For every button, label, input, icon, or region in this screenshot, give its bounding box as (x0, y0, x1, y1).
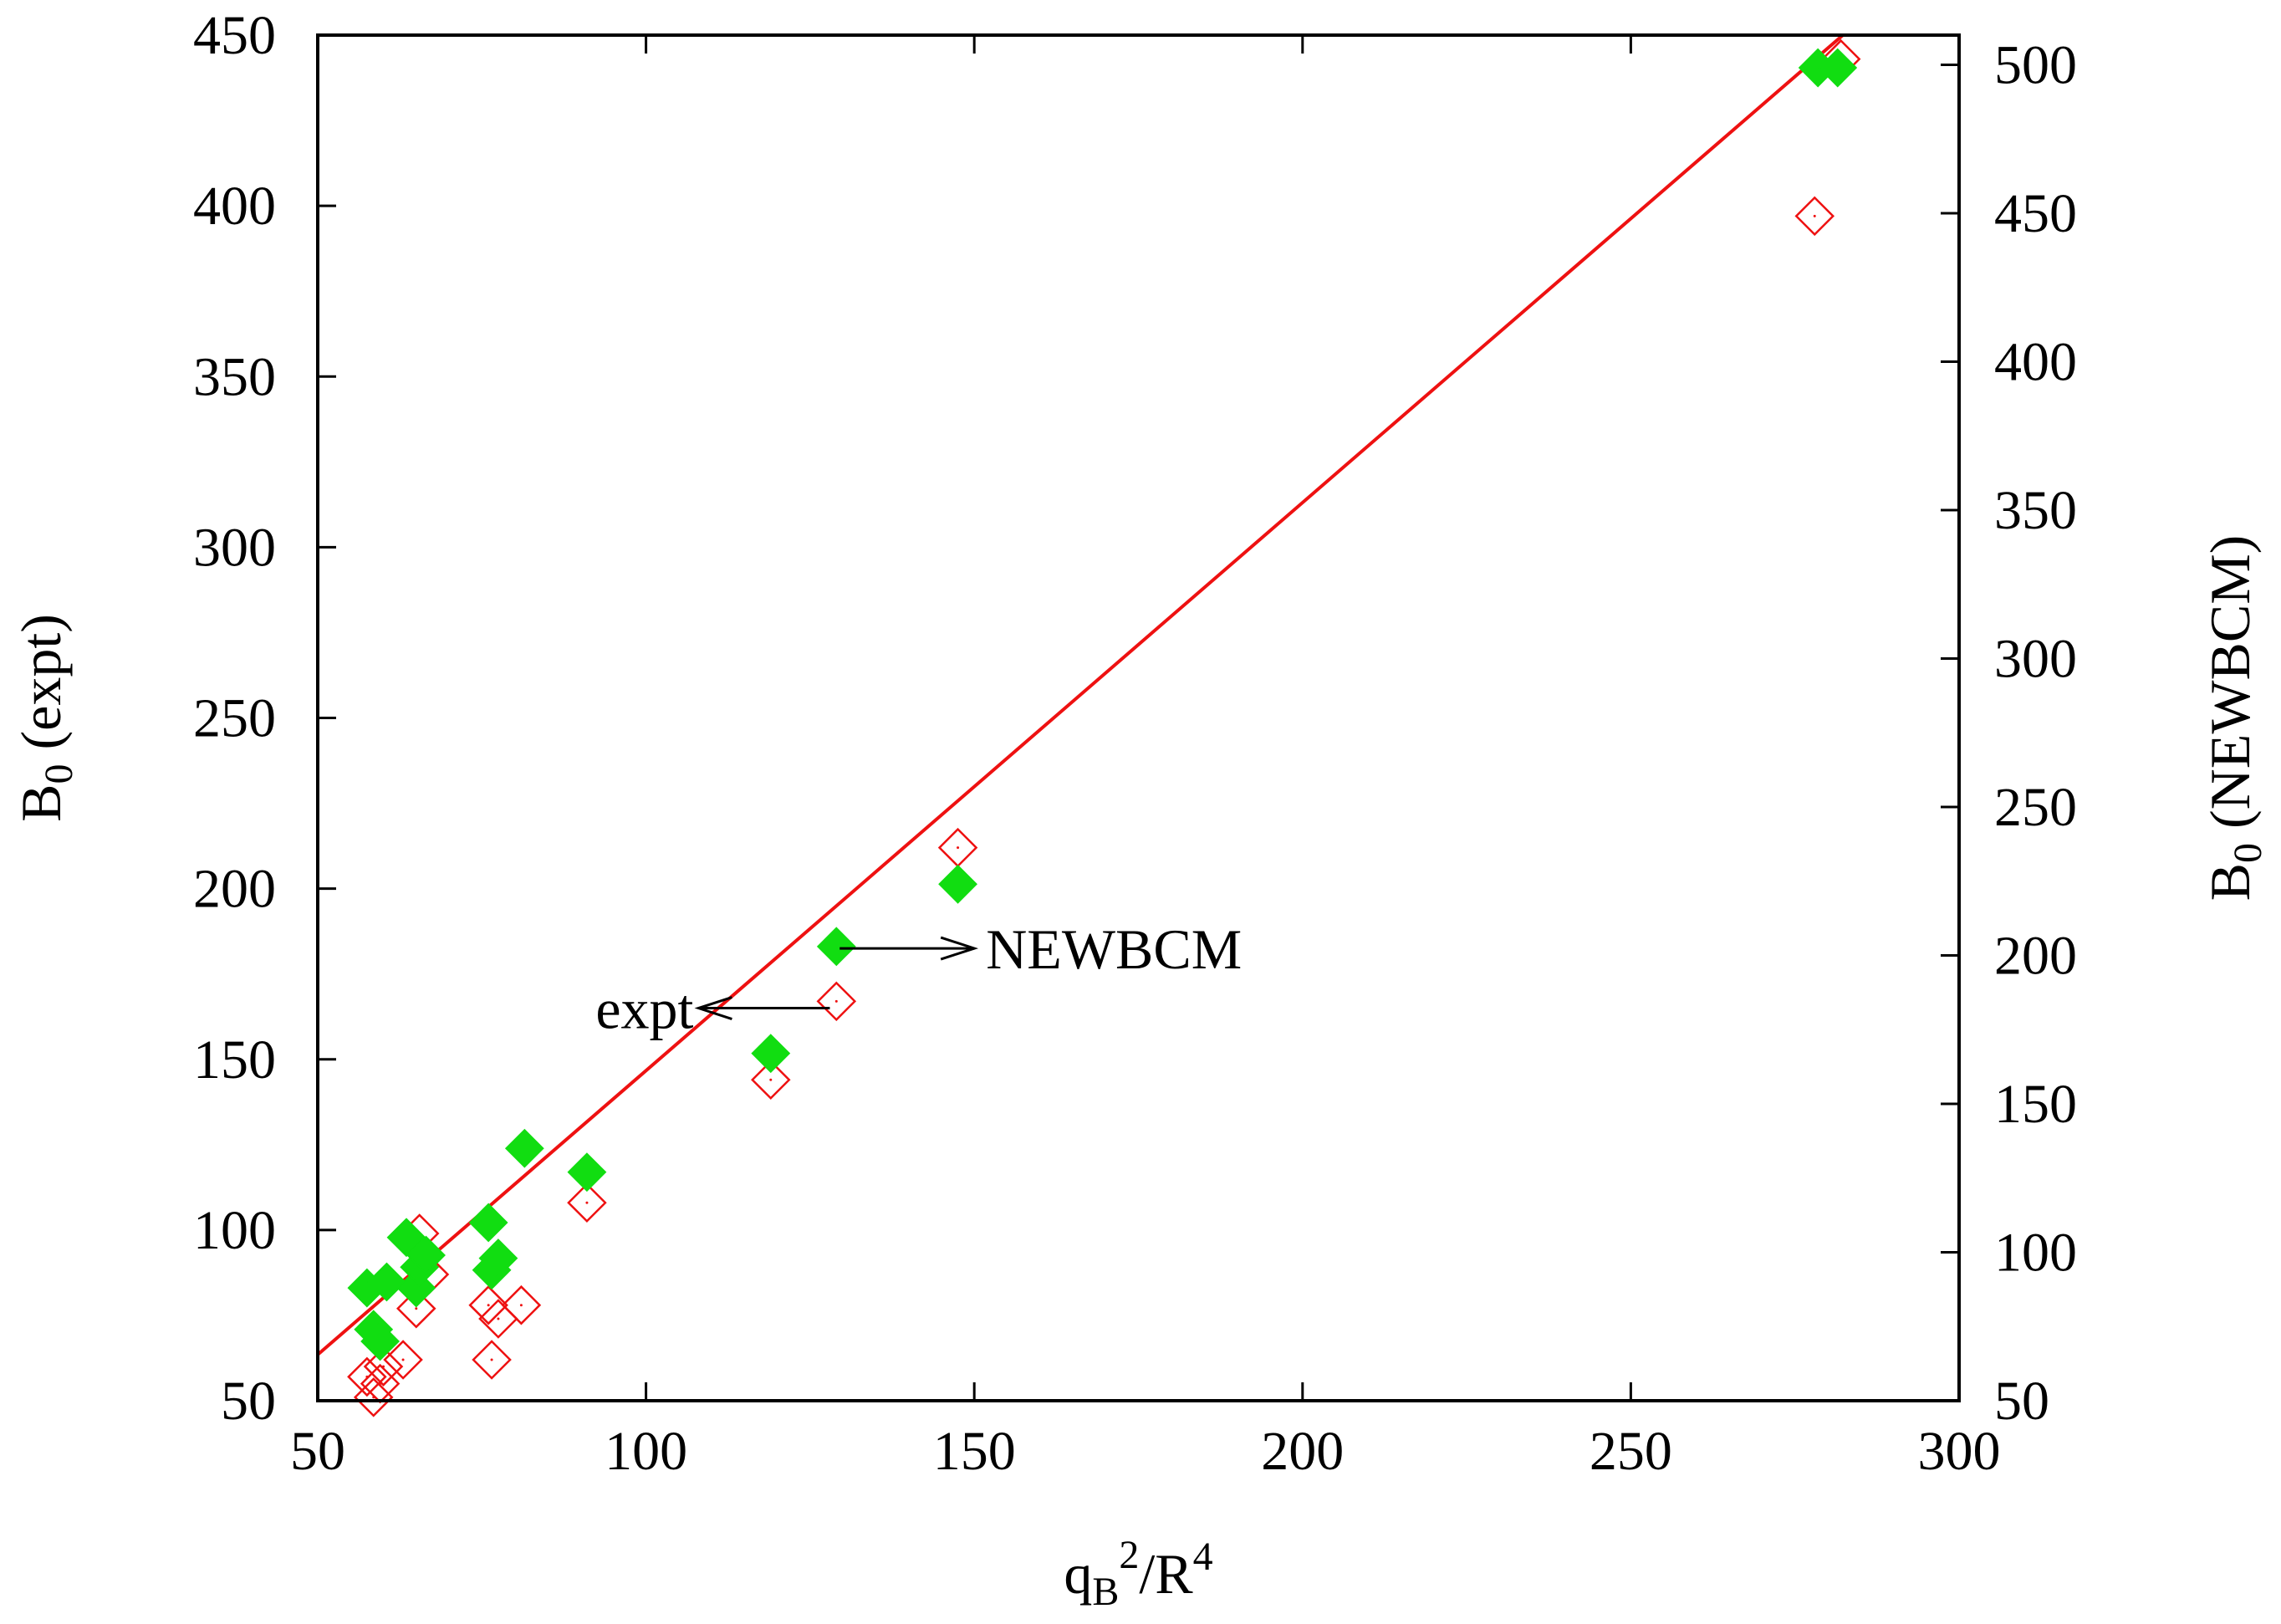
newbcm-point (567, 1152, 607, 1192)
y-tick-label-left: 450 (193, 5, 276, 66)
newbcm-point (367, 1262, 406, 1302)
expt-point (501, 1284, 542, 1325)
y-tick-label-left: 400 (193, 176, 276, 237)
y-tick-label-left: 200 (193, 859, 276, 920)
y-tick-label-left: 150 (193, 1029, 276, 1090)
newbcm-point (1818, 48, 1858, 88)
y-tick-label-right: 200 (1994, 926, 2077, 987)
x-tick-label: 200 (1261, 1421, 1344, 1482)
x-tick-label: 100 (605, 1421, 687, 1482)
newbcm-point (938, 864, 977, 904)
expt-point (396, 1289, 436, 1329)
expt-point-center (497, 1317, 500, 1320)
y-tick-label-right: 300 (1994, 629, 2077, 690)
y-tick-label-right: 350 (1994, 480, 2077, 541)
expt-point-center (487, 1304, 490, 1307)
expt-point-center (769, 1078, 773, 1081)
newbcm-point (406, 1235, 446, 1275)
x-tick-label: 150 (933, 1421, 1016, 1482)
y-tick-label-right: 50 (1994, 1371, 2049, 1432)
y-tick-label-right: 500 (1994, 35, 2077, 96)
fit-line (316, 33, 1845, 1356)
y-tick-label-left: 350 (193, 346, 276, 407)
expt-point (347, 1356, 387, 1397)
newbcm-point (396, 1268, 436, 1308)
newbcm-point (468, 1203, 508, 1243)
y-tick-label-left: 300 (193, 517, 276, 578)
expt-point-center (957, 846, 960, 850)
y-tick-label-right: 100 (1994, 1223, 2077, 1284)
x-tick-label: 50 (290, 1421, 345, 1482)
annotation-arrowhead (940, 936, 979, 961)
expt-point (751, 1060, 791, 1101)
newbcm-point (360, 1321, 401, 1361)
expt-point (567, 1182, 607, 1223)
y-tick-label-right: 450 (1994, 183, 2077, 244)
newbcm-point (504, 1128, 544, 1168)
newbcm-point (478, 1238, 518, 1279)
newbcm-point (816, 927, 856, 967)
y-tick-label-right: 400 (1994, 332, 2077, 393)
plot-frame (316, 33, 1961, 1402)
y-tick-label-right: 250 (1994, 777, 2077, 838)
y-tick-label-right: 150 (1994, 1074, 2077, 1135)
expt-point (363, 1346, 404, 1387)
expt-point-center (1813, 214, 1816, 217)
y-axis-title-right: B0 (NEWBCM) (2198, 535, 2270, 901)
x-tick-label: 250 (1590, 1421, 1672, 1482)
x-tick-label: 300 (1918, 1421, 2001, 1482)
y-axis-title-left: B0 (expt) (9, 614, 81, 822)
x-axis-title: qB2/R4 (1064, 1533, 1212, 1614)
expt-point-center (382, 1365, 385, 1368)
y-tick-label-left: 250 (193, 688, 276, 749)
expt-point-center (490, 1358, 493, 1361)
expt-point (383, 1340, 423, 1380)
y-tick-label-left: 100 (193, 1200, 276, 1261)
expt-point-center (834, 999, 838, 1003)
expt-point (1794, 196, 1835, 237)
y-tick-label-left: 50 (221, 1371, 276, 1432)
expt-point (816, 981, 857, 1022)
expt-point-center (401, 1358, 405, 1361)
expt-point (472, 1340, 512, 1380)
expt-point-center (519, 1304, 523, 1307)
annotation-arrowhead (694, 996, 732, 1020)
expt-point-center (585, 1201, 589, 1204)
newbcm-point (751, 1034, 791, 1074)
expt-point (353, 1377, 394, 1417)
annotation-label: expt (595, 978, 693, 1041)
expt-point (468, 1284, 508, 1325)
annotation-label: NEWBCM (986, 917, 1242, 981)
expt-point-center (415, 1307, 418, 1310)
